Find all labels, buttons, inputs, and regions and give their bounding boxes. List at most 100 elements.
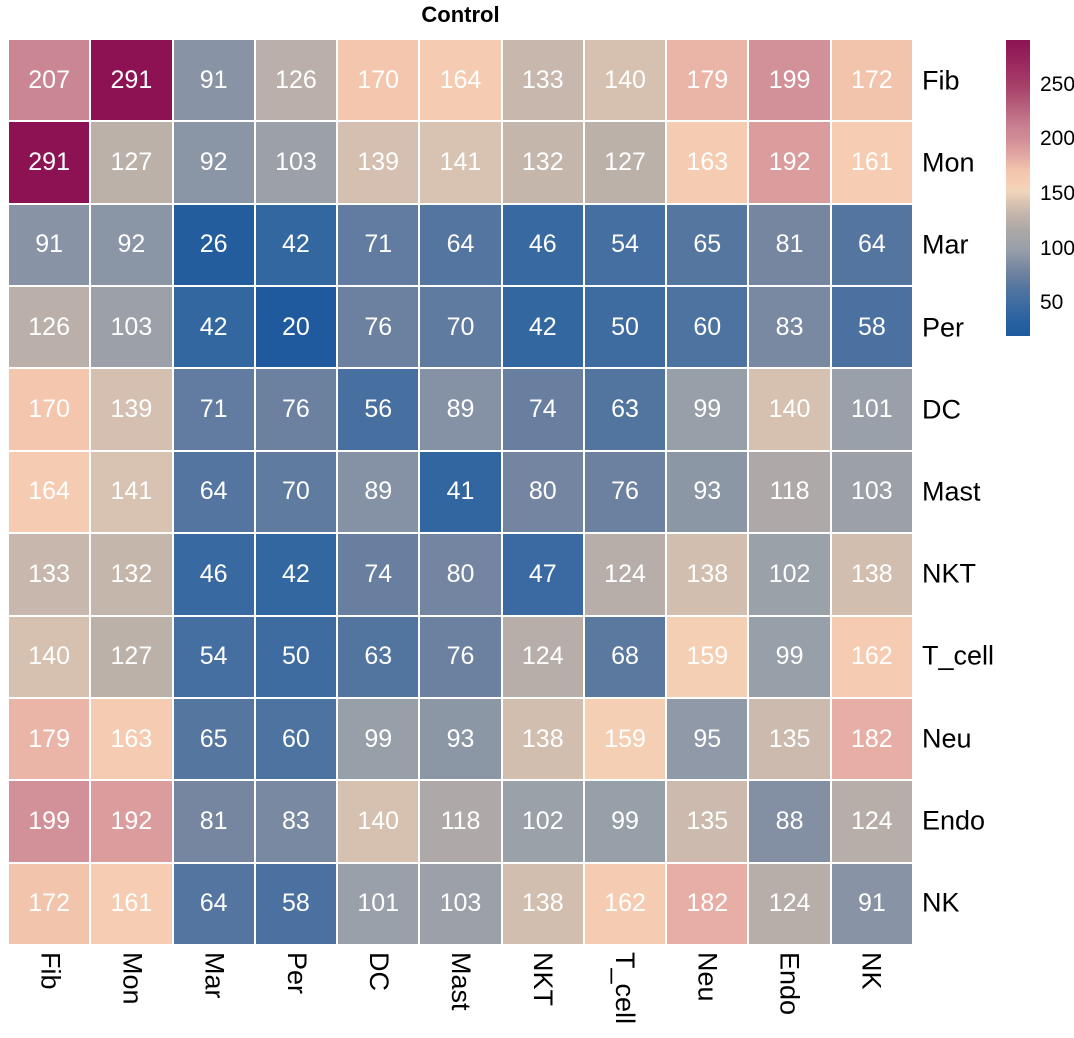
colorbar-tick-label: 100 [1040,236,1074,260]
heatmap-cell: 140 [749,369,830,450]
row-label: Mon [922,147,975,178]
heatmap-cell: 138 [502,863,583,944]
heatmap-cell: 92 [91,204,172,286]
row-label: Neu [922,723,972,754]
heatmap-cell: 124 [502,616,583,697]
heatmap-cell: 64 [173,863,254,944]
col-label: Mast [446,952,476,1011]
colorbar-tick-label: 150 [1040,182,1074,205]
colorbar-tick-label: 250 [1040,72,1074,96]
heatmap-cell: 60 [667,287,748,368]
heatmap-cell: 63 [584,369,666,450]
heatmap-cell: 102 [749,534,830,615]
heatmap-cell: 42 [173,287,254,368]
heatmap-cell: 199 [749,40,830,121]
heatmap-cell: 76 [338,287,419,368]
heatmap-cell: 92 [173,122,254,203]
heatmap-cell: 163 [91,698,172,780]
col-label: Per [281,952,312,995]
heatmap-cell: 76 [420,616,501,697]
heatmap-cell: 64 [420,204,501,286]
heatmap-cell: 46 [502,204,583,286]
heatmap-cell: 172 [9,863,90,944]
heatmap-cell: 60 [255,698,337,780]
heatmap-cell: 93 [420,698,501,780]
heatmap-cell: 141 [420,122,501,203]
heatmap-cell: 71 [173,369,254,450]
heatmap-cell: 118 [420,781,501,862]
row-label: NKT [922,558,976,589]
heatmap-cell: 192 [749,122,830,203]
heatmap-cell: 182 [667,863,748,944]
heatmap-cell: 162 [831,616,912,697]
col-label: NKT [528,952,559,1006]
heatmap-cell: 139 [338,122,419,203]
heatmap-cell: 76 [255,369,337,450]
heatmap-cell: 138 [667,534,748,615]
plot-title: Control [421,2,500,27]
heatmap-cell: 54 [584,204,666,286]
heatmap-cell: 182 [831,698,912,780]
heatmap-cell: 133 [502,40,583,121]
heatmap-cell: 91 [173,40,254,121]
heatmap-cell: 76 [584,451,666,533]
heatmap-cell: 99 [749,616,830,697]
col-label: Neu [692,952,723,1002]
heatmap-cell: 71 [338,204,419,286]
heatmap-cell: 124 [584,534,666,615]
row-label: DC [922,394,961,425]
heatmap-cell: 124 [749,863,830,944]
heatmap-cell: 140 [584,40,666,121]
row-label: Fib [922,65,960,96]
heatmap-cell: 159 [584,698,666,780]
heatmap-cell: 80 [502,451,583,533]
heatmap-cell: 64 [173,451,254,533]
heatmap-cell: 170 [338,40,419,121]
heatmap-cell: 138 [831,534,912,615]
heatmap-cell: 179 [9,698,90,780]
heatmap-cell: 118 [749,451,830,533]
heatmap-grid: 207 291 91 126 170 164 133 140 179 199 172 291 127 92… [9,40,912,944]
row-label: Mar [922,229,969,260]
heatmap-cell: 103 [255,122,337,203]
heatmap-cell: 159 [667,616,748,697]
heatmap-cell: 64 [831,204,912,286]
heatmap-cell: 89 [420,369,501,450]
heatmap-cell: 141 [91,451,172,533]
heatmap-cell: 56 [338,369,419,450]
heatmap-cell: 138 [502,698,583,780]
row-label: Per [922,312,965,343]
heatmap-cell: 127 [584,122,666,203]
row-label: Endo [922,805,986,836]
heatmap-cell: 161 [831,122,912,203]
heatmap-cell: 172 [831,40,912,121]
heatmap-cell: 41 [420,451,501,533]
heatmap-cell: 102 [502,781,583,862]
heatmap-cell: 83 [255,781,337,862]
heatmap-cell: 161 [91,863,172,944]
row-label: Mast [922,476,981,507]
col-label: T_cell [610,952,641,1025]
heatmap-cell: 93 [667,451,748,533]
heatmap-cell: 179 [667,40,748,121]
heatmap-cell: 42 [255,534,337,615]
heatmap-cell: 135 [667,781,748,862]
heatmap-cell: 162 [584,863,666,944]
heatmap-cell: 207 [9,40,90,121]
row-label: T_cell [922,640,995,671]
heatmap-cell: 91 [9,204,90,286]
heatmap-cell: 58 [831,287,912,368]
heatmap-cell: 101 [831,369,912,450]
heatmap-cell: 99 [667,369,748,450]
heatmap-cell: 91 [831,863,912,944]
heatmap-cell: 103 [831,451,912,533]
heatmap-cell: 63 [338,616,419,697]
heatmap-cell: 126 [9,287,90,368]
heatmap-cell: 74 [338,534,419,615]
heatmap-cell: 50 [584,287,666,368]
col-label: DC [363,952,394,991]
col-label: Mar [199,952,230,999]
heatmap-cell: 99 [584,781,666,862]
heatmap-cell: 70 [255,451,337,533]
heatmap-cell: 99 [338,698,419,780]
